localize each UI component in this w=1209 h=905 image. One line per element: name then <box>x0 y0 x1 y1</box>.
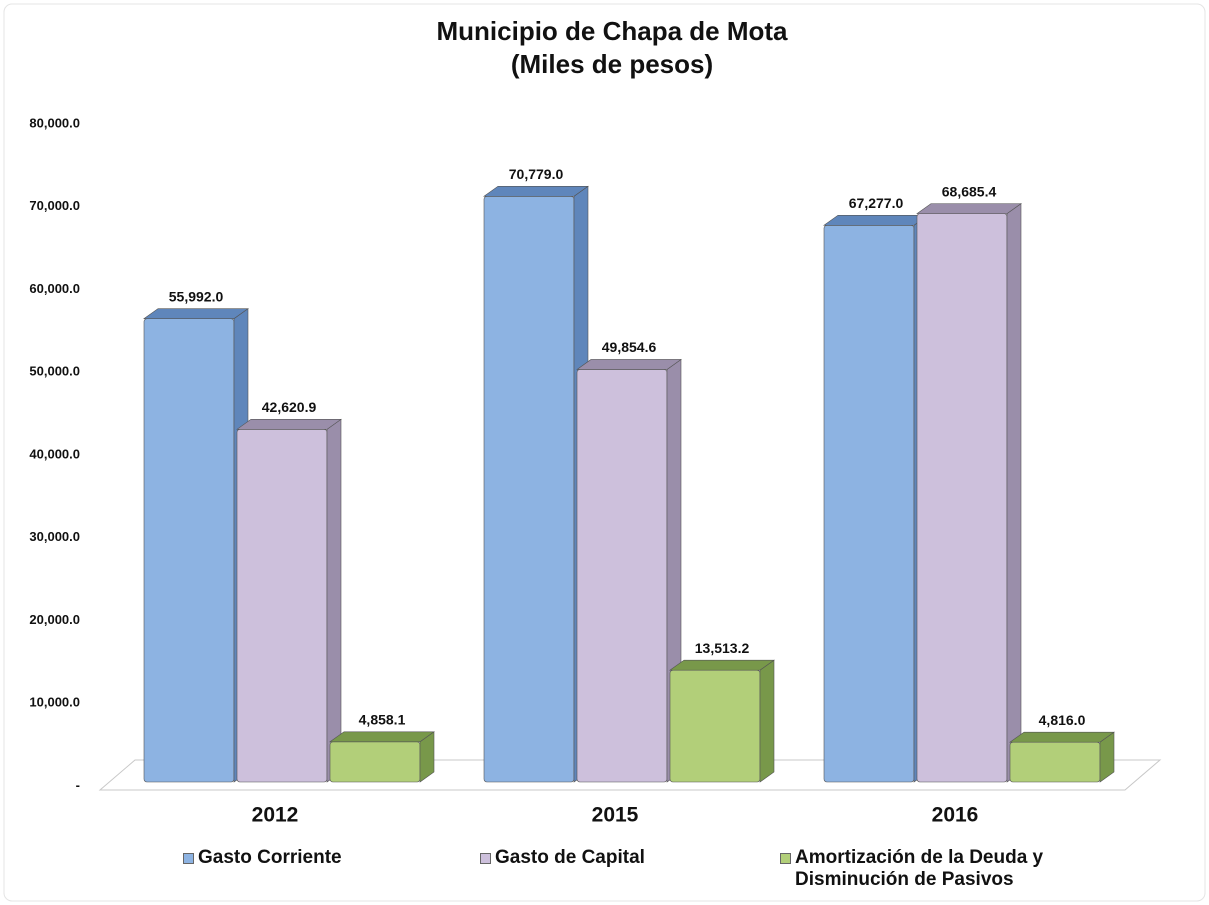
bar-top <box>823 214 929 226</box>
value-label: 4,858.1 <box>359 712 406 728</box>
bar <box>483 196 575 783</box>
bar-top <box>483 186 589 197</box>
bar-side <box>759 659 775 783</box>
value-label: 70,779.0 <box>509 166 564 182</box>
y-tick-label: 80,000.0 <box>29 115 80 130</box>
value-label: 55,992.0 <box>169 288 224 304</box>
legend-item: Gasto Corriente <box>183 847 443 869</box>
x-tick-label: 2016 <box>932 804 979 827</box>
bar <box>143 318 235 783</box>
bar-side <box>326 418 342 783</box>
y-tick-label: 70,000.0 <box>29 198 80 213</box>
y-tick-label: 30,000.0 <box>29 529 80 544</box>
bar-top <box>1009 731 1115 743</box>
value-label: 49,854.6 <box>602 339 657 355</box>
bar <box>329 741 421 783</box>
legend-item: Gasto de Capital <box>480 847 740 869</box>
bar-top <box>143 308 249 319</box>
y-tick-label: 60,000.0 <box>29 281 80 296</box>
legend-swatch <box>183 853 194 864</box>
chart-title: Municipio de Chapa de Mota <box>436 16 788 46</box>
value-label: 4,816.0 <box>1039 712 1086 728</box>
value-label: 13,513.2 <box>695 640 750 656</box>
bar-top <box>916 203 1022 214</box>
value-label: 42,620.9 <box>262 399 317 415</box>
bar <box>236 429 328 783</box>
legend-swatch <box>780 853 791 864</box>
bar <box>576 369 668 783</box>
bar-top <box>236 419 342 430</box>
bar-top <box>576 359 682 370</box>
legend-label: Amortización de la Deuda y Disminución d… <box>795 847 1044 890</box>
x-tick-label: 2012 <box>252 804 299 827</box>
y-tick-label: 20,000.0 <box>29 612 80 627</box>
bar <box>916 213 1008 783</box>
legend-label: Gasto Corriente <box>198 847 342 868</box>
chart-subtitle: (Miles de pesos) <box>511 49 713 79</box>
x-tick-label: 2015 <box>592 804 639 827</box>
y-tick-label: 40,000.0 <box>29 446 80 461</box>
bar-side <box>1006 203 1022 783</box>
legend-swatch <box>480 853 491 864</box>
y-tick-label: - <box>76 777 80 792</box>
legend: Gasto Corriente Gasto de Capital Amortizac… <box>0 847 1209 897</box>
bar <box>669 669 761 783</box>
bar-top <box>329 731 435 743</box>
bar <box>1009 741 1101 783</box>
y-tick-label: 50,000.0 <box>29 364 80 379</box>
value-label: 67,277.0 <box>849 195 904 211</box>
bar-top <box>669 659 775 671</box>
legend-label: Gasto de Capital <box>495 847 645 868</box>
y-tick-label: 10,000.0 <box>29 695 80 710</box>
frame <box>3 3 1206 902</box>
bar <box>823 224 915 783</box>
value-label: 68,685.4 <box>942 183 997 199</box>
legend-item: Amortización de la Deuda y Disminución d… <box>780 847 1080 891</box>
